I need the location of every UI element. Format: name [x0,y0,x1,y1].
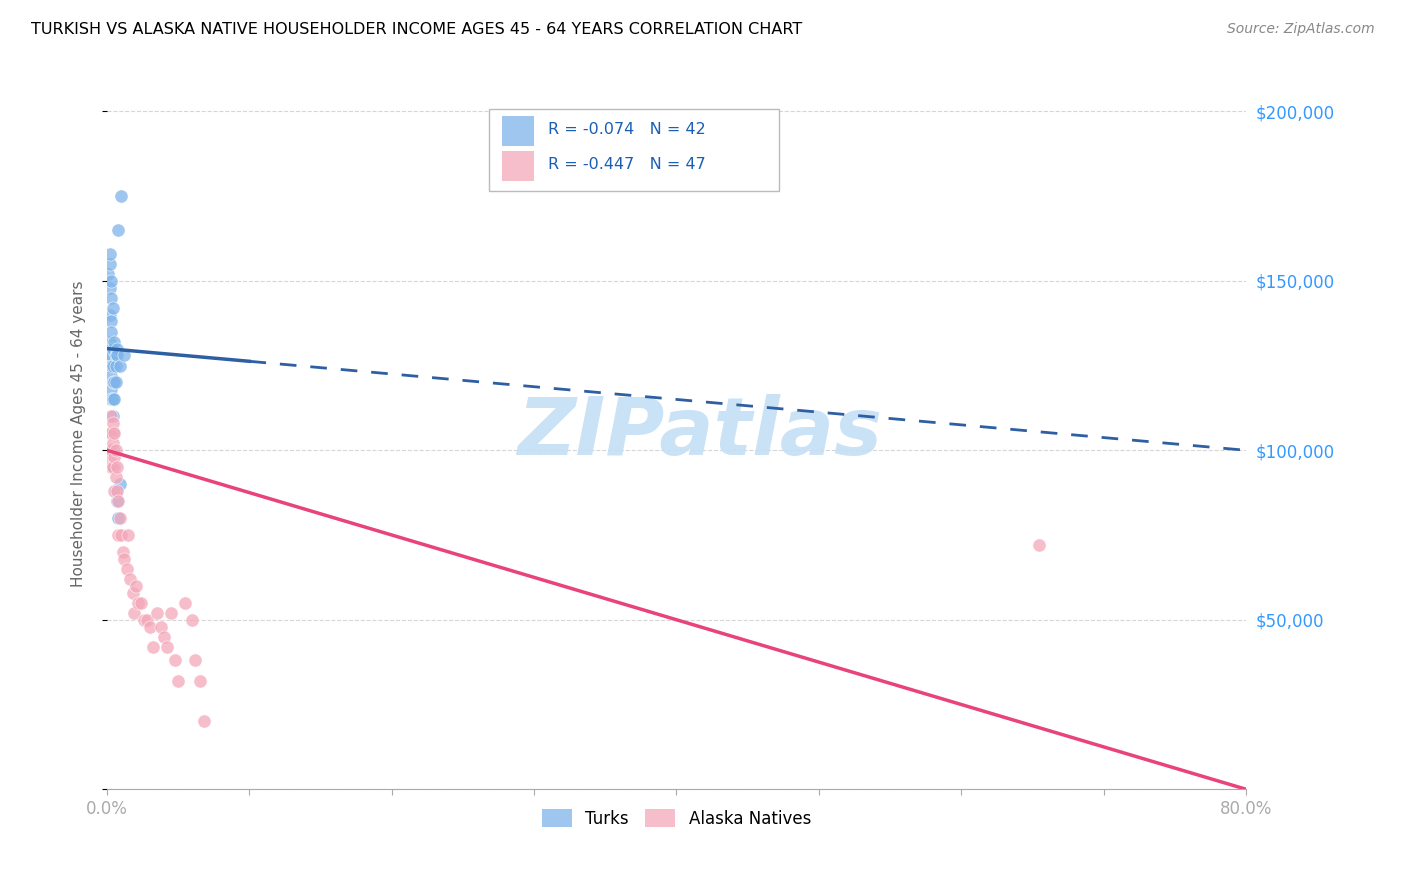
Point [139,619,162,633]
Point [181,613,204,627]
Point [101,359,124,373]
Point [101,342,124,356]
Point [1028,538,1050,552]
Point [193,714,215,729]
Point [103,426,125,441]
Point [150,619,173,633]
Point [105,483,128,498]
Point [105,494,128,508]
Point [97,267,120,281]
Point [104,348,127,362]
Point [132,613,155,627]
Point [156,640,179,654]
Point [103,450,125,464]
Point [117,528,139,542]
Bar [502,116,534,145]
Point [100,274,122,288]
Point [101,409,124,424]
Point [100,460,122,475]
Point [108,359,131,373]
FancyBboxPatch shape [488,110,779,191]
Point [184,653,207,667]
Point [110,189,132,203]
Legend: Turks, Alaska Natives: Turks, Alaska Natives [536,803,818,834]
Point [165,653,187,667]
Text: R = -0.074   N = 42: R = -0.074 N = 42 [548,122,706,136]
Point [188,673,211,688]
Point [118,572,141,586]
Point [105,460,128,475]
Point [105,348,128,362]
Point [100,368,122,383]
Point [112,551,135,566]
Point [100,348,122,362]
Point [142,640,165,654]
Point [101,416,124,430]
Point [112,348,135,362]
Point [110,528,132,542]
Point [98,280,121,294]
Point [101,436,124,450]
Point [100,392,122,407]
Point [101,426,124,441]
Point [103,334,125,349]
Bar [502,152,534,181]
Point [104,470,127,484]
Point [101,376,124,390]
Point [98,426,121,441]
Point [98,257,121,271]
Point [146,606,169,620]
Point [100,291,122,305]
Point [100,426,122,441]
Point [100,314,122,328]
Point [98,246,121,260]
Point [124,579,146,593]
Point [101,301,124,315]
Y-axis label: Householder Income Ages 45 - 64 years: Householder Income Ages 45 - 64 years [72,280,86,587]
Point [103,460,125,475]
Point [100,325,122,339]
Point [105,342,128,356]
Point [98,308,121,322]
Point [104,376,127,390]
Point [107,528,129,542]
Point [98,450,121,464]
Point [107,223,129,237]
Point [103,392,125,407]
Point [100,409,122,424]
Point [136,613,159,627]
Point [127,596,149,610]
Point [104,443,127,458]
Point [103,376,125,390]
Point [98,334,121,349]
Point [101,460,124,475]
Point [111,545,134,559]
Point [100,382,122,396]
Point [107,511,129,525]
Text: Source: ZipAtlas.com: Source: ZipAtlas.com [1227,22,1375,37]
Point [108,477,131,491]
Text: ZIPatlas: ZIPatlas [517,394,882,473]
Point [104,483,127,498]
Point [108,511,131,525]
Point [174,596,197,610]
Point [160,606,183,620]
Point [104,359,127,373]
Text: TURKISH VS ALASKA NATIVE HOUSEHOLDER INCOME AGES 45 - 64 YEARS CORRELATION CHART: TURKISH VS ALASKA NATIVE HOUSEHOLDER INC… [31,22,803,37]
Point [101,443,124,458]
Point [153,630,176,644]
Point [101,392,124,407]
Point [167,673,190,688]
Point [100,359,122,373]
Point [100,342,122,356]
Point [98,348,121,362]
Point [122,606,145,620]
Point [121,585,143,599]
Point [129,596,152,610]
Point [107,494,129,508]
Point [100,443,122,458]
Text: R = -0.447   N = 47: R = -0.447 N = 47 [548,158,706,172]
Point [103,483,125,498]
Point [115,562,138,576]
